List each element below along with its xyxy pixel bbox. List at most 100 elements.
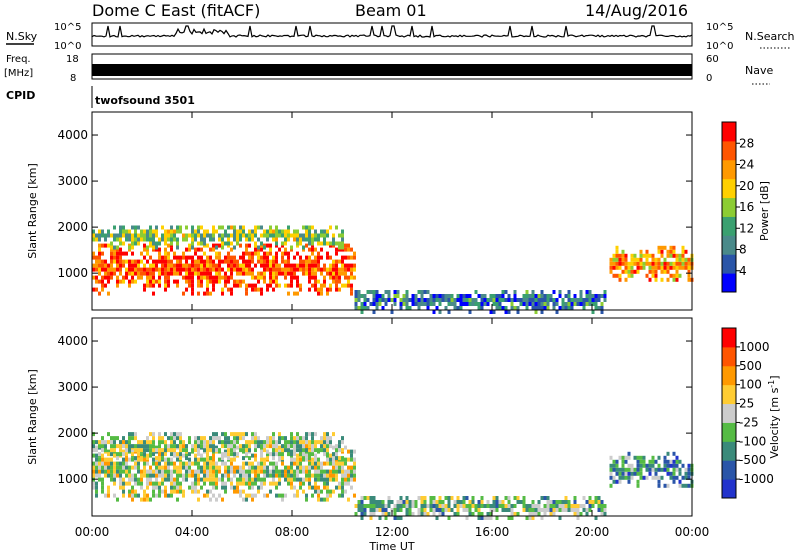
data-cell (206, 259, 209, 264)
data-cell (669, 471, 673, 476)
data-cell (678, 265, 682, 270)
data-cell (110, 255, 113, 260)
data-cell (543, 302, 547, 306)
data-cell (350, 477, 353, 482)
data-cell (263, 461, 266, 466)
data-cell (209, 456, 212, 461)
data-cell (645, 257, 649, 262)
data-cell (155, 473, 158, 478)
data-cell (353, 465, 356, 470)
data-cell (684, 471, 688, 476)
data-cell (320, 291, 323, 296)
data-cell (245, 461, 248, 466)
data-cell (588, 290, 592, 294)
data-cell (501, 504, 505, 508)
data-cell (495, 306, 499, 310)
data-cell (179, 485, 182, 490)
data-cell (341, 481, 344, 486)
data-cell (146, 275, 149, 280)
data-cell (224, 481, 227, 486)
data-cell (230, 477, 233, 482)
data-cell (603, 508, 607, 512)
data-cell (92, 453, 95, 458)
data-cell (215, 271, 218, 276)
data-cell (293, 493, 296, 498)
data-cell (128, 436, 131, 441)
data-cell (299, 267, 302, 272)
data-cell (260, 449, 263, 454)
data-cell (687, 277, 691, 282)
data-cell (146, 456, 149, 461)
data-cell (260, 243, 263, 248)
data-cell (95, 279, 98, 284)
data-cell (209, 436, 212, 441)
data-cell (314, 283, 317, 288)
data-cell (329, 241, 332, 246)
data-cell (92, 461, 95, 466)
data-cell (314, 255, 317, 260)
data-cell (230, 233, 233, 238)
data-cell (200, 477, 203, 482)
data-cell (191, 287, 194, 292)
data-cell (251, 453, 254, 458)
data-cell (633, 261, 637, 266)
data-cell (612, 463, 616, 468)
data-cell (672, 467, 676, 472)
data-cell (585, 500, 589, 504)
data-cell (335, 263, 338, 268)
y-tick-label: 4000 (57, 334, 88, 348)
data-cell (290, 444, 293, 449)
data-cell (341, 465, 344, 470)
data-cell (197, 473, 200, 478)
data-cell (182, 489, 185, 494)
data-cell (161, 448, 164, 453)
data-cell (164, 444, 167, 449)
data-cell (110, 259, 113, 264)
data-cell (648, 277, 652, 282)
data-cell (107, 267, 110, 272)
data-cell (360, 508, 364, 512)
data-cell (329, 243, 332, 248)
data-cell (654, 459, 658, 464)
data-cell (218, 271, 221, 276)
data-cell (248, 229, 251, 234)
data-cell (329, 436, 332, 441)
data-cell (221, 452, 224, 457)
data-cell (360, 294, 364, 298)
data-cell (122, 485, 125, 490)
data-cell (239, 237, 242, 242)
data-cell (564, 294, 568, 298)
data-cell (140, 251, 143, 256)
data-cell (272, 255, 275, 260)
data-cell (167, 237, 170, 242)
data-cell (627, 467, 631, 472)
data-cell (212, 456, 215, 461)
data-cell (218, 233, 221, 238)
data-cell (164, 452, 167, 457)
data-cell (176, 255, 179, 260)
data-cell (179, 469, 182, 474)
data-cell (152, 436, 155, 441)
data-cell (534, 512, 538, 516)
data-cell (227, 241, 230, 246)
data-cell (218, 237, 221, 242)
data-cell (687, 273, 691, 278)
data-cell (450, 302, 454, 306)
data-cell (326, 452, 329, 457)
data-cell (215, 432, 218, 437)
data-cell (164, 473, 167, 478)
data-cell (537, 500, 541, 504)
data-cell (119, 448, 122, 453)
data-cell (399, 298, 403, 302)
data-cell (669, 273, 673, 278)
data-cell (116, 283, 119, 288)
data-cell (248, 259, 251, 264)
data-cell (182, 444, 185, 449)
data-cell (140, 237, 143, 242)
data-cell (125, 440, 128, 445)
data-cell (284, 493, 287, 498)
data-cell (269, 469, 272, 474)
data-cell (251, 237, 254, 242)
data-cell (326, 255, 329, 260)
